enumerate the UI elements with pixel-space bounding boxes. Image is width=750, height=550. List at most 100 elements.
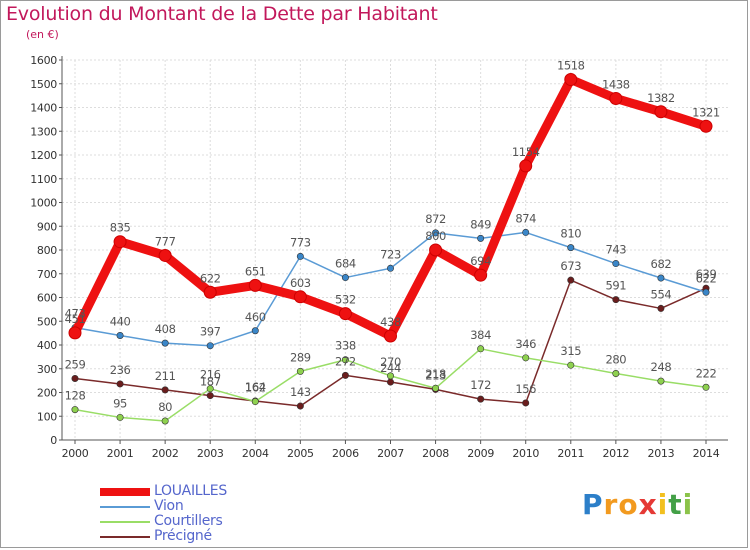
y-tick-label-800: 800 bbox=[37, 244, 57, 257]
data-label-louailles-2007: 438 bbox=[380, 315, 401, 329]
point-vion-2009 bbox=[477, 234, 485, 242]
data-label-courtillers-2004: 162 bbox=[245, 381, 266, 395]
chart-unit: (en €) bbox=[26, 28, 59, 41]
y-tick-label-1100: 1100 bbox=[30, 173, 57, 186]
data-label-pr-cign--2001: 236 bbox=[110, 363, 131, 377]
data-label-vion-2006: 684 bbox=[335, 257, 356, 271]
legend-label-courtillers: Courtillers bbox=[154, 513, 223, 529]
logo-letter: i bbox=[657, 488, 669, 521]
point-louailles-2001 bbox=[113, 235, 127, 249]
data-label-courtillers-2003: 216 bbox=[200, 368, 221, 382]
point-louailles-2013 bbox=[654, 105, 668, 119]
point-pr-cign--2003 bbox=[206, 392, 214, 400]
x-tick-label-2005: 2005 bbox=[287, 447, 314, 460]
data-label-pr-cign--2006: 272 bbox=[335, 354, 356, 368]
data-label-pr-cign--2003: 187 bbox=[200, 375, 221, 389]
data-label-courtillers-2007: 270 bbox=[380, 355, 401, 369]
x-tick-label-2007: 2007 bbox=[377, 447, 404, 460]
data-label-vion-2003: 397 bbox=[200, 325, 221, 339]
y-tick-label-1300: 1300 bbox=[30, 125, 57, 138]
data-label-louailles-2010: 1154 bbox=[512, 145, 540, 159]
x-tick-label-2006: 2006 bbox=[332, 447, 359, 460]
data-label-louailles-2000: 451 bbox=[65, 312, 86, 326]
data-label-louailles-2008: 800 bbox=[425, 229, 446, 243]
point-vion-2008 bbox=[432, 229, 440, 237]
y-tick-label-1600: 1600 bbox=[30, 54, 57, 67]
point-courtillers-2001 bbox=[116, 413, 124, 421]
data-label-louailles-2006: 532 bbox=[335, 293, 356, 307]
data-label-pr-cign--2005: 143 bbox=[290, 385, 311, 399]
legend-swatch-louailles bbox=[100, 488, 150, 496]
point-vion-2007 bbox=[386, 264, 394, 272]
y-tick-label-400: 400 bbox=[37, 339, 57, 352]
data-label-pr-cign--2010: 156 bbox=[515, 382, 536, 396]
y-tick-label-200: 200 bbox=[37, 387, 57, 400]
data-label-pr-cign--2004: 164 bbox=[245, 380, 266, 394]
point-courtillers-2006 bbox=[341, 356, 349, 364]
data-label-vion-2012: 743 bbox=[605, 243, 626, 257]
data-label-vion-2000: 473 bbox=[65, 307, 86, 321]
point-louailles-2008 bbox=[429, 243, 443, 257]
point-louailles-2002 bbox=[158, 248, 172, 262]
x-tick-label-2012: 2012 bbox=[602, 447, 629, 460]
point-courtillers-2002 bbox=[161, 417, 169, 425]
data-label-vion-2008: 872 bbox=[425, 212, 446, 226]
data-label-pr-cign--2000: 259 bbox=[65, 357, 86, 371]
point-vion-2001 bbox=[116, 331, 124, 339]
data-label-courtillers-2001: 95 bbox=[113, 396, 127, 410]
point-louailles-2009 bbox=[474, 268, 488, 282]
logo-letter: i bbox=[682, 488, 694, 521]
data-label-pr-cign--2002: 211 bbox=[155, 369, 176, 383]
point-pr-cign--2011 bbox=[567, 276, 575, 284]
data-label-louailles-2001: 835 bbox=[110, 221, 131, 235]
data-label-courtillers-2010: 346 bbox=[515, 337, 536, 351]
point-pr-cign--2010 bbox=[522, 399, 530, 407]
point-courtillers-2007 bbox=[386, 372, 394, 380]
data-label-louailles-2012: 1438 bbox=[602, 77, 630, 91]
logo-letter: P bbox=[582, 488, 604, 521]
legend-swatch-pr-cign- bbox=[100, 536, 150, 538]
logo-letter: o bbox=[618, 488, 639, 521]
data-label-louailles-2005: 603 bbox=[290, 276, 311, 290]
x-tick-label-2001: 2001 bbox=[107, 447, 134, 460]
y-tick-label-0: 0 bbox=[50, 434, 57, 447]
point-vion-2006 bbox=[341, 274, 349, 282]
point-louailles-2000 bbox=[68, 326, 82, 340]
data-label-vion-2005: 773 bbox=[290, 235, 311, 249]
data-label-courtillers-2002: 80 bbox=[158, 400, 172, 414]
point-courtillers-2005 bbox=[296, 367, 304, 375]
data-label-pr-cign--2014: 639 bbox=[696, 267, 717, 281]
x-tick-label-2008: 2008 bbox=[422, 447, 449, 460]
proxiti-logo: Proxiti bbox=[582, 488, 693, 521]
y-tick-label-300: 300 bbox=[37, 363, 57, 376]
point-louailles-2004 bbox=[248, 278, 262, 292]
data-label-pr-cign--2009: 172 bbox=[470, 378, 491, 392]
point-courtillers-2004 bbox=[251, 398, 259, 406]
y-tick-label-700: 700 bbox=[37, 268, 57, 281]
x-tick-label-2004: 2004 bbox=[242, 447, 269, 460]
x-tick-label-2010: 2010 bbox=[512, 447, 539, 460]
legend-swatch-vion bbox=[100, 506, 150, 508]
data-label-vion-2014: 622 bbox=[696, 271, 717, 285]
data-label-courtillers-2012: 280 bbox=[605, 353, 626, 367]
data-label-pr-cign--2013: 554 bbox=[651, 287, 672, 301]
data-label-courtillers-2008: 218 bbox=[425, 367, 446, 381]
point-pr-cign--2007 bbox=[386, 378, 394, 386]
data-label-pr-cign--2011: 673 bbox=[560, 259, 581, 273]
data-label-vion-2013: 682 bbox=[651, 257, 672, 271]
point-pr-cign--2000 bbox=[71, 374, 79, 382]
point-vion-2003 bbox=[206, 342, 214, 350]
logo-letter: t bbox=[668, 488, 683, 521]
y-tick-label-500: 500 bbox=[37, 315, 57, 328]
x-tick-label-2014: 2014 bbox=[693, 447, 720, 460]
data-label-courtillers-2009: 384 bbox=[470, 328, 491, 342]
point-louailles-2011 bbox=[564, 72, 578, 86]
legend-label-louailles: LOUAILLES bbox=[154, 483, 227, 499]
point-courtillers-2008 bbox=[432, 384, 440, 392]
y-tick-label-100: 100 bbox=[37, 410, 57, 423]
data-label-pr-cign--2012: 591 bbox=[605, 279, 626, 293]
legend-label-pr-cign-: Précigné bbox=[154, 528, 212, 544]
point-courtillers-2009 bbox=[477, 345, 485, 353]
point-vion-2014 bbox=[702, 288, 710, 296]
point-vion-2011 bbox=[567, 244, 575, 252]
